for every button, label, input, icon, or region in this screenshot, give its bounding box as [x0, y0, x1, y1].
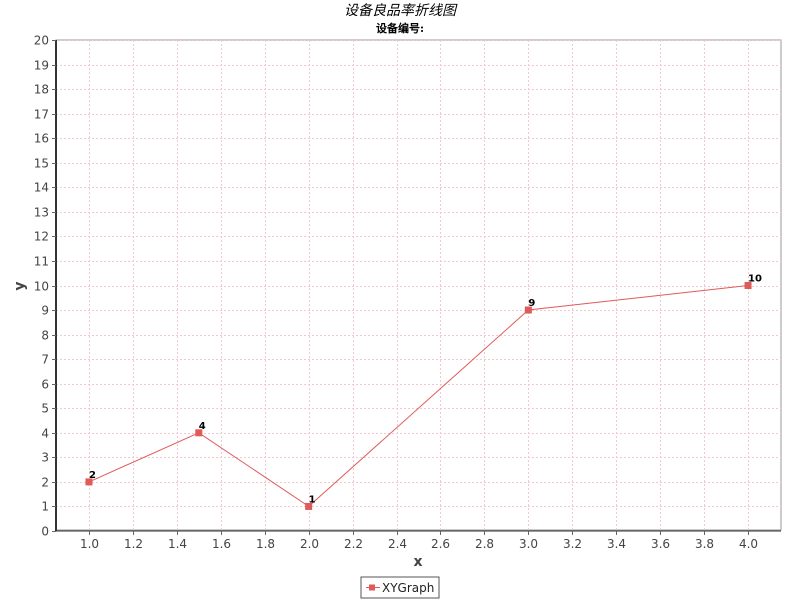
- y-tick-label: 16: [34, 132, 49, 146]
- y-tick-label: 6: [41, 378, 49, 392]
- data-label: 2: [89, 470, 96, 481]
- y-tick-label: 19: [34, 59, 49, 73]
- y-tick-label: 7: [41, 353, 49, 367]
- x-tick-label: 2.2: [344, 537, 363, 551]
- data-point: [85, 478, 93, 486]
- grid: [56, 40, 781, 531]
- data-point: [524, 306, 532, 314]
- data-label: 1: [309, 494, 316, 505]
- y-tick-label: 3: [41, 451, 49, 465]
- y-tick-label: 12: [34, 230, 49, 244]
- y-tick-label: 18: [34, 83, 49, 97]
- data-point: [744, 282, 752, 289]
- y-tick-label: 5: [41, 402, 49, 416]
- x-tick-label: 3.0: [519, 537, 538, 551]
- legend: XYGraph: [360, 576, 440, 599]
- y-axis-label: y: [12, 281, 28, 290]
- x-tick-label: 2.4: [388, 537, 407, 551]
- legend-box: [360, 576, 440, 599]
- y-tick-label: 1: [41, 500, 49, 514]
- chart-title: 设备良品率折线图: [344, 3, 458, 19]
- x-tick-label: 3.4: [607, 537, 626, 551]
- y-tick-label: 9: [41, 304, 49, 318]
- data-label: 10: [748, 274, 762, 285]
- data-point: [305, 502, 313, 510]
- legend-marker-swatch: [369, 584, 375, 591]
- x-tick-label: 1.2: [124, 537, 143, 551]
- y-tick-label: 17: [34, 108, 49, 122]
- series-layer: 2 4 1 9 10: [85, 274, 762, 510]
- data-point: [195, 429, 203, 437]
- x-tick-label: 3.2: [563, 537, 582, 551]
- y-tick-label: 15: [34, 157, 49, 171]
- y-tick-label: 2: [41, 476, 49, 490]
- plot-area: [55, 39, 782, 531]
- x-tick-label: 1.6: [212, 537, 231, 551]
- y-tick-label: 0: [41, 525, 49, 539]
- x-tick-label: 3.8: [695, 537, 714, 551]
- y-tick-label: 13: [34, 206, 49, 220]
- y-tick-label: 14: [34, 181, 49, 195]
- x-tick-label: 4.0: [739, 537, 758, 551]
- x-tick-label: 2.8: [475, 537, 494, 551]
- y-tick-label: 11: [34, 255, 49, 269]
- x-tick-label: 1.0: [80, 537, 99, 551]
- x-axis-label: x: [413, 554, 422, 570]
- y-tick-label: 4: [41, 427, 49, 441]
- data-label: 9: [528, 298, 535, 309]
- x-axis-ticks: 1.0 1.2 1.4 1.6 1.8 2.0 2.2 2.4 2.6 2.8 3.0 3.2 3.4 3…: [80, 531, 758, 551]
- chart-subtitle: 设备编号:: [376, 21, 424, 35]
- y-tick-label: 20: [34, 34, 49, 48]
- x-tick-label: 3.6: [651, 537, 670, 551]
- y-tick-label: 10: [34, 280, 49, 294]
- legend-item-xygraph: XYGraph: [382, 581, 434, 595]
- x-tick-label: 1.8: [256, 537, 275, 551]
- y-tick-label: 8: [41, 329, 49, 343]
- x-tick-label: 1.4: [168, 537, 187, 551]
- x-tick-label: 2.6: [431, 537, 450, 551]
- x-tick-label: 2.0: [300, 537, 319, 551]
- data-label: 4: [199, 421, 206, 432]
